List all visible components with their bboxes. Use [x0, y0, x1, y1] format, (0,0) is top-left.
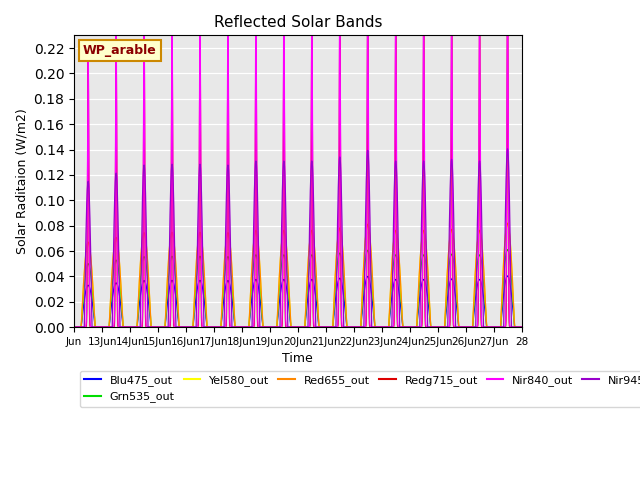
Legend: Blu475_out, Grn535_out, Yel580_out, Red655_out, Redg715_out, Nir840_out, Nir945_: Blu475_out, Grn535_out, Yel580_out, Red6…	[80, 371, 640, 407]
Title: Reflected Solar Bands: Reflected Solar Bands	[214, 15, 382, 30]
X-axis label: Time: Time	[282, 352, 313, 365]
Text: WP_arable: WP_arable	[83, 44, 157, 57]
Y-axis label: Solar Raditaion (W/m2): Solar Raditaion (W/m2)	[15, 108, 28, 254]
